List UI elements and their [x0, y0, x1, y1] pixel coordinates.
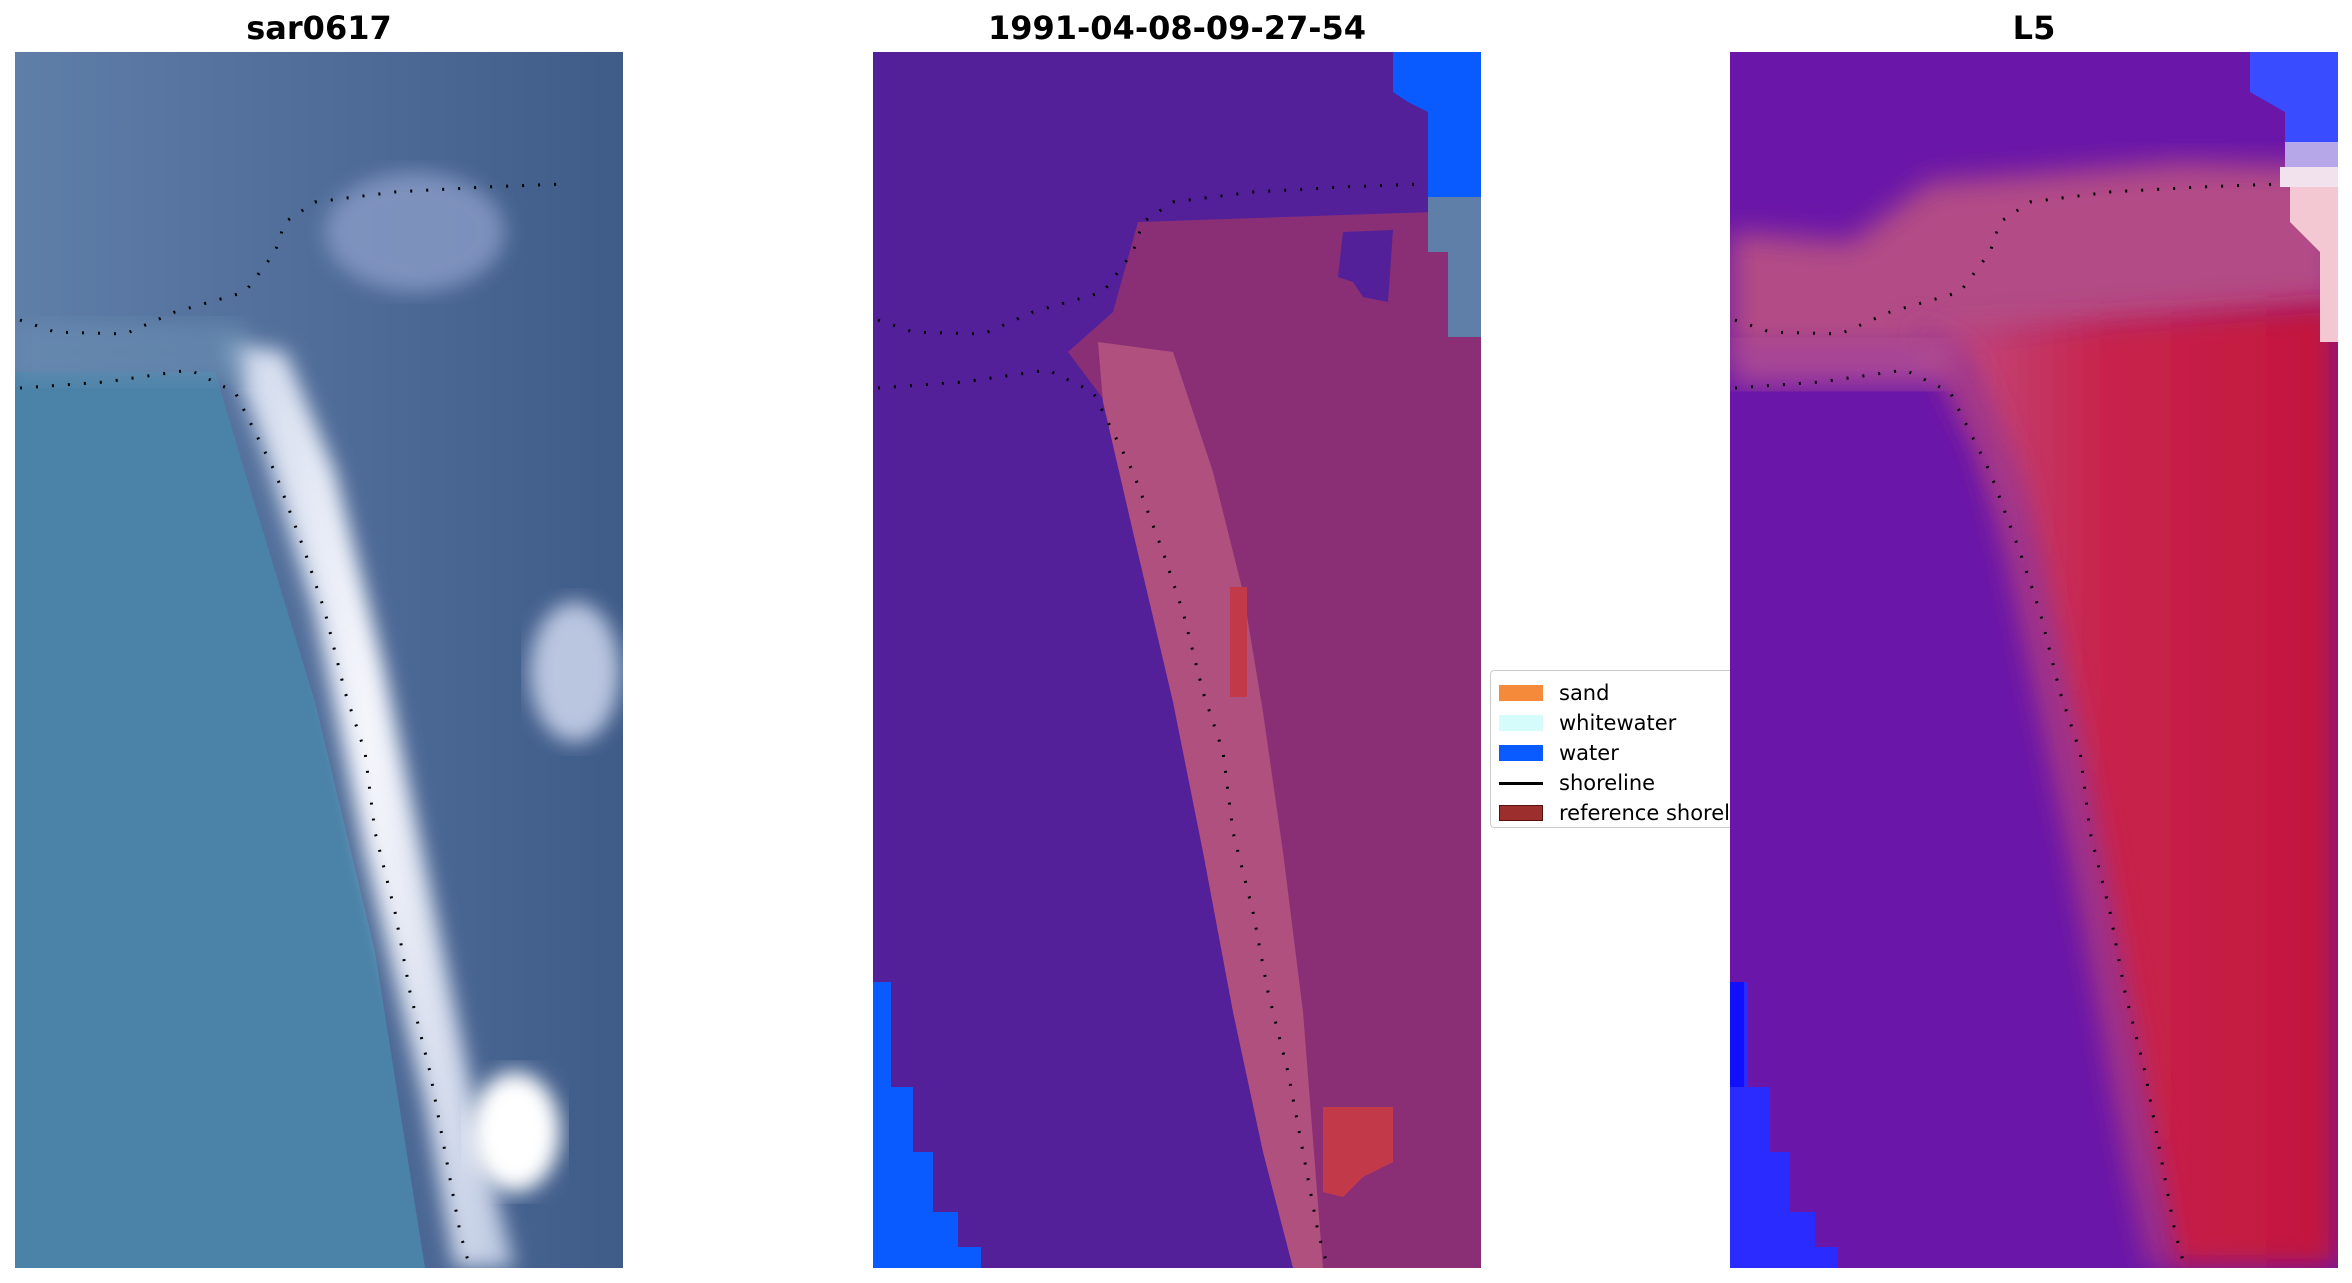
rgb-image-panel: [15, 52, 623, 1268]
panel-title-classification: 1991-04-08-09-27-54: [987, 9, 1367, 47]
legend-label: whitewater: [1559, 711, 1677, 735]
legend-label: water: [1559, 741, 1619, 765]
index-panel: [1730, 52, 2338, 1268]
panel-title-rgb: sar0617: [246, 9, 392, 47]
reference-shoreline-patch: [1230, 587, 1247, 697]
legend-item-reference-shoreline: reference shoreli: [1499, 798, 1735, 827]
legend-swatch: [1499, 715, 1543, 731]
classification-image: [873, 52, 1481, 1268]
rgb-image: [15, 52, 623, 1268]
legend-swatch: [1499, 781, 1543, 785]
legend-item-shoreline: shoreline: [1499, 768, 1735, 798]
legend-label: sand: [1559, 681, 1610, 705]
classification-panel: [873, 52, 1481, 1268]
panel-title-index: L5: [2012, 9, 2056, 47]
legend-swatch: [1499, 805, 1543, 821]
water-region: [1393, 52, 1481, 197]
legend-swatch: [1499, 745, 1543, 761]
legend-item-sand: sand: [1499, 678, 1735, 708]
legend-label: shoreline: [1559, 771, 1656, 795]
legend-item-water: water: [1499, 738, 1735, 768]
legend-label: reference shoreli: [1559, 801, 1735, 825]
water-region: [873, 982, 981, 1268]
index-image: [1730, 52, 2338, 1268]
legend: sand whitewater water shoreline referenc…: [1490, 670, 1735, 828]
legend-swatch: [1499, 685, 1543, 701]
legend-item-whitewater: whitewater: [1499, 708, 1735, 738]
reference-shoreline-patch: [1323, 1107, 1393, 1197]
